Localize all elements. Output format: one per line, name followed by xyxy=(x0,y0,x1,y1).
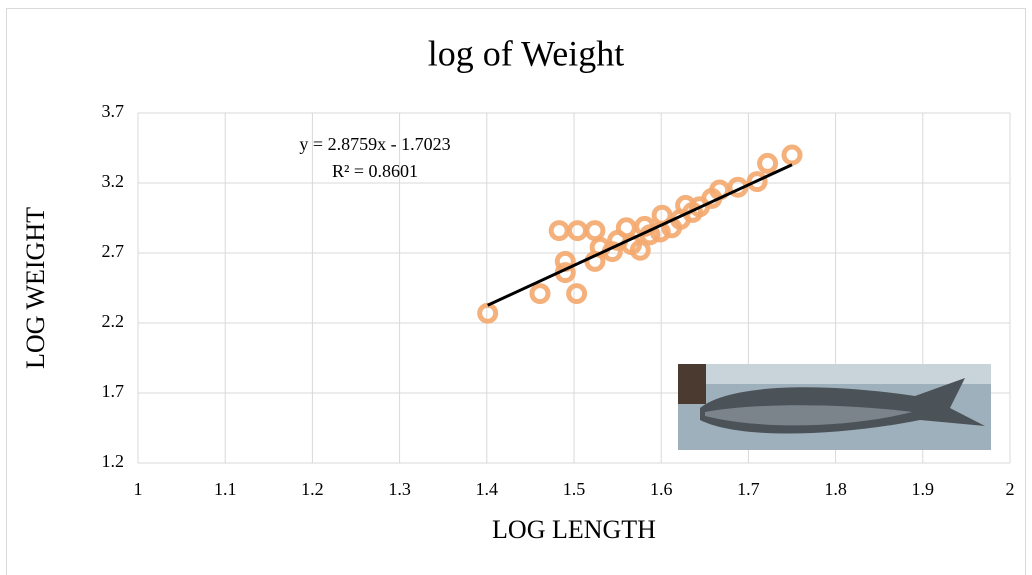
y-axis-label: LOG WEIGHT xyxy=(21,207,50,369)
y-tick-label: 3.2 xyxy=(102,171,125,191)
scatter-point xyxy=(757,152,779,174)
x-tick-label: 1.3 xyxy=(388,479,411,499)
y-tick-label: 3.7 xyxy=(102,101,125,121)
y-tick-label: 1.7 xyxy=(102,381,125,401)
chart-title: log of Weight xyxy=(428,33,624,73)
trendline-r2: R² = 0.8601 xyxy=(332,161,418,181)
scatter-point xyxy=(566,283,588,305)
x-tick-label: 1 xyxy=(134,479,143,499)
photo-hand xyxy=(678,364,706,404)
x-tick-label: 1.5 xyxy=(563,479,586,499)
marks xyxy=(477,144,803,324)
x-tick-label: 1.6 xyxy=(650,479,673,499)
photo-ruler xyxy=(678,364,991,384)
x-tick-label: 1.9 xyxy=(912,479,935,499)
x-tick-label: 1.4 xyxy=(476,479,499,499)
y-tick-label: 2.2 xyxy=(102,311,125,331)
x-axis-label: LOG LENGTH xyxy=(492,515,656,544)
trendline-equation: y = 2.8759x - 1.7023 xyxy=(299,134,450,154)
x-tick-label: 1.1 xyxy=(214,479,237,499)
photo-fish-belly xyxy=(705,405,912,426)
fish-photo xyxy=(678,364,991,450)
y-tick-label: 2.7 xyxy=(102,241,125,261)
trendline xyxy=(487,163,793,307)
scatter-point xyxy=(781,144,803,166)
x-tick-label: 1.7 xyxy=(737,479,760,499)
x-tick-label: 1.8 xyxy=(824,479,847,499)
y-tick-label: 1.2 xyxy=(102,451,125,471)
scatter-point xyxy=(629,239,651,261)
scatter-point xyxy=(746,171,768,193)
scatter-point xyxy=(529,283,551,305)
x-tick-label: 2 xyxy=(1006,479,1015,499)
x-tick-label: 1.2 xyxy=(301,479,324,499)
grid: 1.2 1.7 2.2 2.7 3.2 3.7 1 1.1 1.2 1.3 1.4 1.5 1.6 1.7… xyxy=(102,101,1015,499)
